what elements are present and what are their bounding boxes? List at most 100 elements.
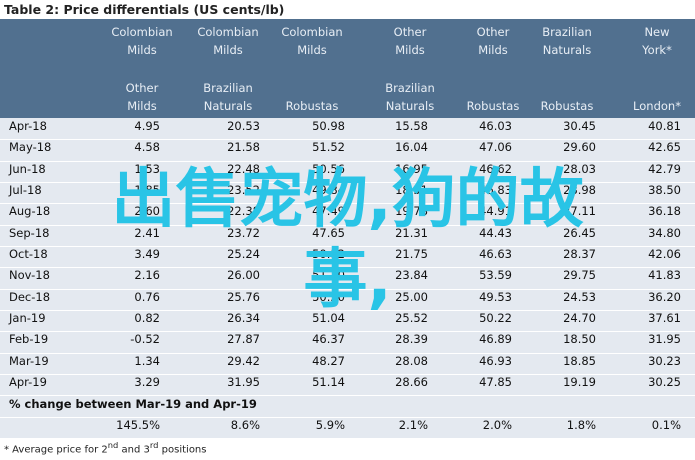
cell: 28.03 [563,161,596,176]
cell: 18.50 [563,332,596,347]
row-rule [0,373,695,375]
cell: 51.52 [312,140,345,155]
change-cell: 5.9% [315,417,345,432]
cell: 42.06 [648,246,681,261]
footnote-text: and 3 [118,444,150,456]
cell: 2.16 [134,268,160,283]
cell: 50.12 [312,246,345,261]
cell: 20.53 [227,119,260,133]
cell: 44.91 [479,204,512,219]
overlay-line: 事, [303,243,392,317]
header-text: York* [642,43,672,57]
cell: 28.08 [395,353,428,368]
cell: 29.42 [227,353,260,368]
cell: 41.83 [648,268,681,283]
row-rule [0,203,695,205]
cell: 46.03 [479,119,512,133]
cell: 19.78 [395,204,428,219]
cell: 15.58 [395,119,428,133]
title-text: Table 2: Price differentials (US cents/l… [4,2,285,17]
row-rule [0,309,695,311]
header-text: Milds [395,43,425,57]
footnote: * Average price for 2nd and 3rd position… [4,440,206,455]
row-rule [0,416,695,418]
cell: 46.83 [479,182,512,197]
row-rule [0,288,695,290]
cell: 21.75 [395,246,428,261]
header-text: Brazilian [203,81,253,95]
cell: 28.98 [563,182,596,197]
change-cell: 2.0% [482,417,512,432]
cell: 50.20 [312,289,345,304]
cell: 25.76 [227,289,260,304]
header-text: Brazilian [385,81,435,95]
header-text: Robustas [540,99,594,113]
header-text: Milds [213,43,243,57]
cell: 1.53 [134,161,160,176]
header-text: Colombian [281,25,343,39]
cell: 38.50 [648,182,681,197]
cell: 16.95 [395,161,428,176]
change-cell: 1.8% [566,417,596,432]
cell: 25.00 [395,289,428,304]
cell: 30.23 [648,353,681,368]
row-label: Dec-18 [9,289,51,304]
body-band [0,118,695,438]
row-label: May-18 [9,140,52,155]
cell: 51.04 [312,310,345,325]
header-text: Other [476,25,510,39]
cell: 24.53 [563,289,596,304]
row-rule [0,395,695,397]
cell: 28.39 [395,332,428,347]
cell: 53.59 [479,268,512,283]
row-label: Jul-18 [9,182,42,197]
row-label: Jun-18 [9,161,46,176]
cell: 34.80 [648,225,681,240]
cell: 19.19 [563,374,596,389]
row-rule [0,160,695,162]
cell: 47.65 [312,225,345,240]
cell: 49.84 [312,182,345,197]
cell: 27.87 [227,332,260,347]
cell: 23.84 [395,268,428,283]
cell: 30.25 [648,374,681,389]
cell: 29.60 [563,140,596,155]
footnote-text: positions [158,444,207,456]
overlay: 出售宠物,狗的故 事, [0,160,695,320]
header-text: Milds [297,43,327,57]
change-label: % change between Mar-19 and Apr-19 [9,397,257,412]
header-band [0,19,695,118]
cell: 46.89 [479,332,512,347]
cell: 31.95 [227,374,260,389]
cell: 47.06 [479,140,512,155]
row-label: Mar-19 [9,353,49,368]
header-text: Brazilian [542,25,592,39]
cell: 30.45 [563,119,596,133]
cell: 2.60 [134,204,160,219]
header-text: Robustas [466,99,520,113]
cell: 28.37 [563,246,596,261]
table-title: Table 2: Price differentials (US cents/l… [4,2,284,17]
cell: 23.72 [227,225,260,240]
header-text: London* [633,99,681,113]
header-text: Milds [127,43,157,57]
cell: 36.18 [648,204,681,219]
footnote-sup: rd [149,440,159,450]
cell: 21.58 [227,140,260,155]
cell: 2.41 [134,225,160,240]
cell: 16.04 [395,140,428,155]
cell: 37.61 [648,310,681,325]
cell: 3.29 [134,374,160,389]
cell: 1.34 [134,353,160,368]
cell: 26.34 [227,310,260,325]
cell: 42.79 [648,161,681,176]
cell: 0.82 [134,310,160,325]
cell: 24.70 [563,310,596,325]
cell: 51.70 [312,268,345,283]
row-label: Apr-18 [9,119,47,133]
cell: 26.45 [563,225,596,240]
cell: 40.81 [648,119,681,133]
cell: 27.11 [563,204,596,219]
footnote-text: * Average price for 2 [4,444,108,456]
